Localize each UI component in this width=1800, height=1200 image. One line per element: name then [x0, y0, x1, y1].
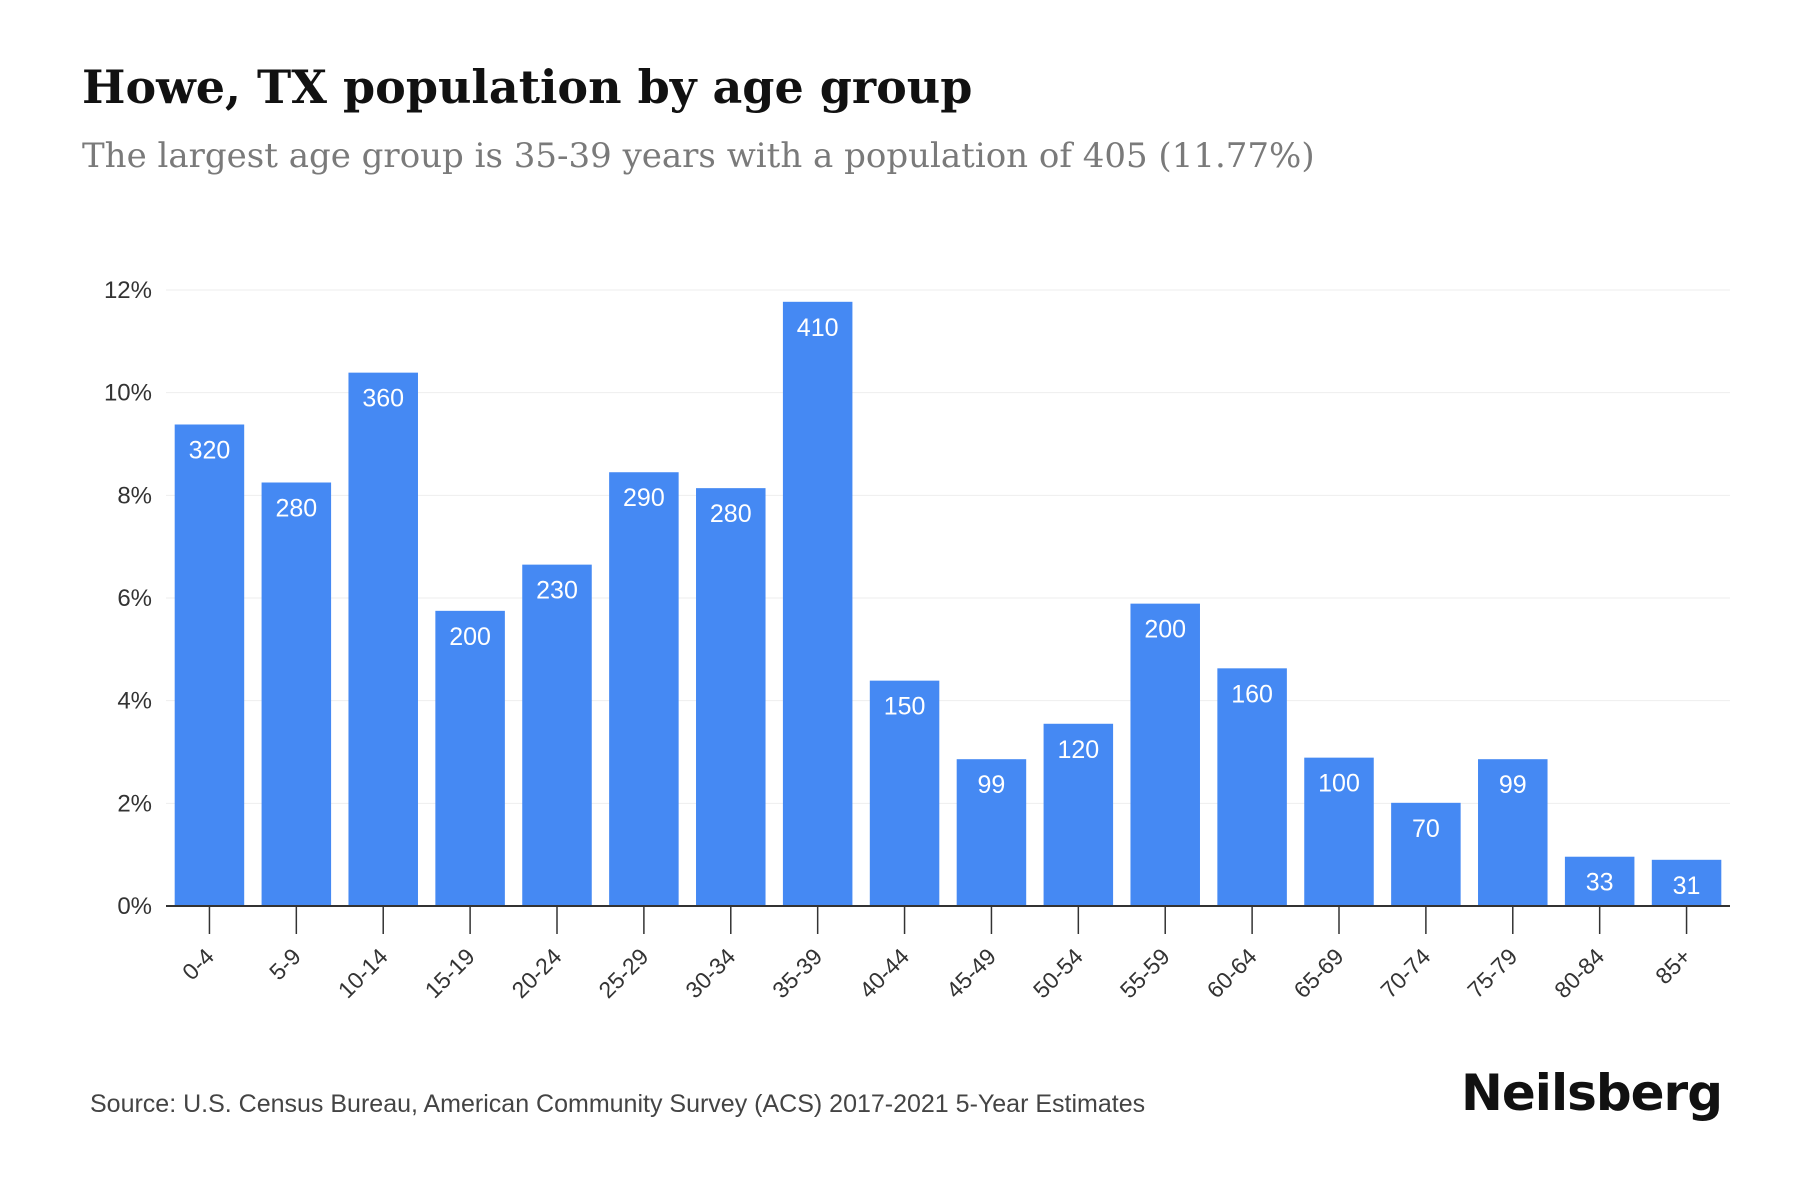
y-tick-label: 12%: [104, 277, 152, 304]
bar-value-label: 160: [1231, 680, 1273, 708]
x-tick-label: 30-34: [680, 943, 740, 1003]
x-tick-label: 75-79: [1462, 943, 1522, 1003]
x-tick-label: 60-64: [1202, 943, 1262, 1003]
bar: [782, 301, 853, 907]
bar-value-label: 290: [623, 484, 665, 512]
source-note: Source: U.S. Census Bureau, American Com…: [90, 1090, 1146, 1118]
bar: [1564, 856, 1635, 906]
x-tick-label: 65-69: [1289, 943, 1349, 1003]
chart-title: Howe, TX population by age group: [82, 60, 973, 114]
bar-value-label: 320: [189, 436, 231, 464]
bar-value-label: 33: [1586, 869, 1614, 897]
y-tick-label: 10%: [104, 380, 152, 407]
bar-value-label: 99: [978, 771, 1006, 799]
y-tick-label: 6%: [117, 585, 152, 612]
bar-value-label: 360: [362, 385, 404, 413]
x-tick-label: 0-4: [177, 943, 219, 985]
bar: [1130, 603, 1200, 906]
bar: [696, 488, 766, 906]
bar-value-label: 100: [1318, 770, 1360, 798]
chart-subtitle: The largest age group is 35-39 years wit…: [82, 136, 1315, 176]
x-tick-label: 20-24: [507, 943, 567, 1003]
x-tick-label: 15-19: [420, 943, 480, 1003]
bar-value-label: 280: [275, 495, 317, 523]
y-tick-label: 2%: [117, 790, 152, 817]
bar: [1391, 802, 1461, 906]
bar-value-label: 150: [884, 693, 926, 721]
bar-value-label: 200: [1144, 616, 1186, 644]
bar: [1478, 759, 1548, 906]
brand-logo: Neilsberg: [1461, 1064, 1723, 1122]
x-tick-label: 80-84: [1549, 943, 1609, 1003]
x-tick-label: 70-74: [1375, 943, 1435, 1003]
bar: [174, 424, 245, 906]
bar-value-label: 200: [449, 623, 491, 651]
bar-value-label: 280: [710, 500, 752, 528]
bar: [1217, 668, 1287, 906]
bar: [1651, 859, 1722, 906]
x-tick-label: 85+: [1650, 943, 1696, 989]
x-tick-label: 5-9: [264, 943, 306, 985]
y-tick-label: 4%: [117, 688, 152, 715]
bar: [956, 759, 1027, 906]
x-tick-label: 10-14: [333, 943, 393, 1003]
bar: [869, 680, 940, 906]
x-tick-label: 25-29: [593, 943, 653, 1003]
bar-value-label: 31: [1673, 872, 1701, 900]
bar-value-label: 120: [1057, 736, 1099, 764]
x-tick-label: 45-49: [941, 943, 1001, 1003]
bar-value-label: 70: [1412, 815, 1440, 843]
bar: [1043, 723, 1114, 906]
bar: [435, 610, 505, 906]
bar-value-label: 230: [536, 577, 578, 605]
x-tick-label: 55-59: [1115, 943, 1175, 1003]
bar: [522, 564, 592, 906]
bar: [348, 372, 418, 906]
bar: [1304, 757, 1374, 906]
x-tick-label: 50-54: [1028, 943, 1088, 1003]
y-tick-label: 8%: [117, 482, 152, 509]
x-tick-label: 40-44: [854, 943, 914, 1003]
bar-value-label: 410: [797, 314, 839, 342]
y-tick-label: 0%: [117, 893, 152, 920]
bar-value-label: 99: [1499, 771, 1527, 799]
bar: [609, 472, 679, 906]
x-tick-label: 35-39: [767, 943, 827, 1003]
bar: [261, 482, 332, 906]
